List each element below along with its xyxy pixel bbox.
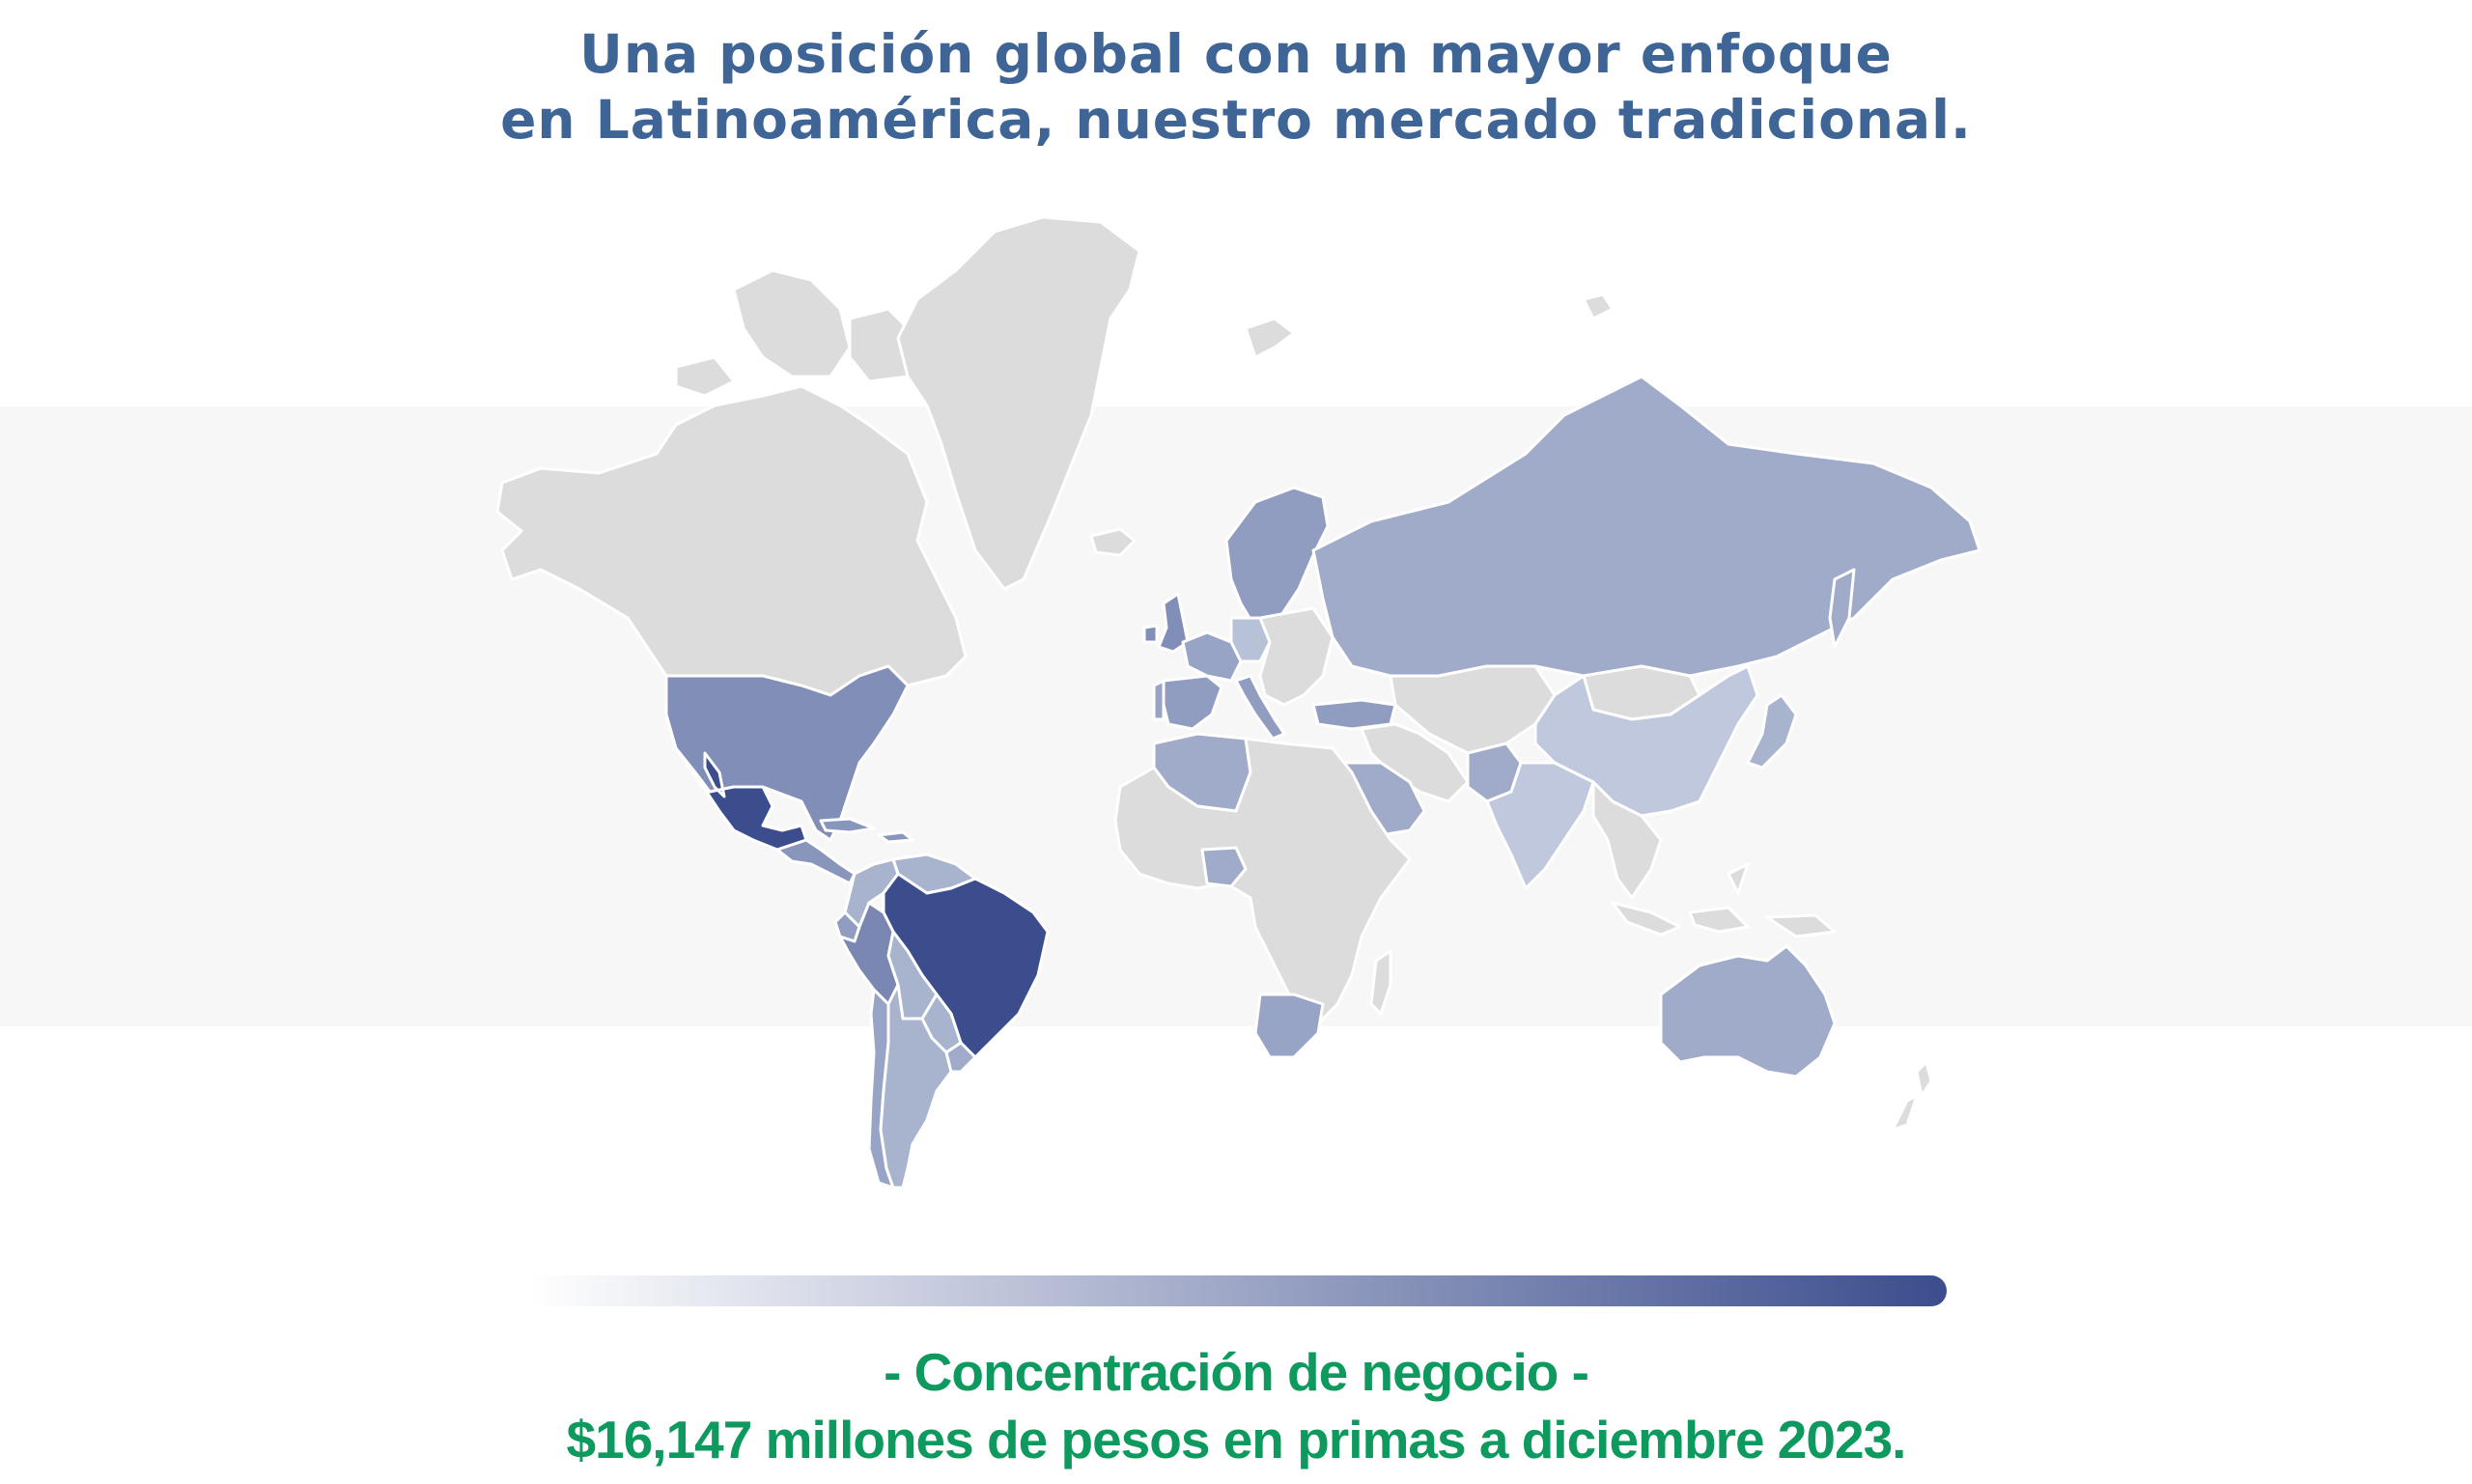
region-australia xyxy=(1659,944,1837,1078)
region-mexico xyxy=(674,746,808,852)
region-south-africa xyxy=(1253,993,1325,1059)
caption-line-2: $16,147 millones de pesos en primas a di… xyxy=(566,1410,1907,1470)
region-russia xyxy=(1311,375,1981,678)
region-new-zealand xyxy=(1891,1060,1933,1132)
region-madagascar xyxy=(1369,949,1392,1016)
background-band xyxy=(0,406,2472,1026)
region-africa xyxy=(1113,737,1412,1025)
region-svalbard xyxy=(1244,293,1615,359)
region-nigeria xyxy=(1200,846,1248,888)
region-portugal xyxy=(1152,679,1166,721)
region-argentina xyxy=(879,983,953,1190)
title-line-2: en Latinoamérica, nuestro mercado tradic… xyxy=(500,89,1972,151)
region-canada xyxy=(495,384,968,697)
region-uruguay xyxy=(944,1041,977,1074)
region-caribbean xyxy=(819,817,914,844)
region-united-kingdom xyxy=(1142,592,1190,654)
region-southeast-asia xyxy=(1591,780,1663,900)
scale-gradient-bar xyxy=(529,1275,1947,1306)
region-greenland xyxy=(896,215,1141,591)
world-map xyxy=(495,215,1981,1190)
region-india xyxy=(1485,761,1595,890)
region-france xyxy=(1181,630,1243,683)
page-title: Una posición global con un mayor enfoque… xyxy=(0,21,2472,153)
region-spain xyxy=(1162,674,1223,731)
region-central-america xyxy=(775,838,857,885)
caption-line-1: - Concentración de negocio - xyxy=(884,1342,1589,1402)
region-italy xyxy=(1234,674,1286,741)
region-united-states xyxy=(664,664,910,842)
region-scandinavia xyxy=(1224,486,1330,630)
region-indonesia xyxy=(1611,862,1837,938)
region-colombia xyxy=(843,857,900,929)
region-iceland xyxy=(1089,527,1137,557)
title-line-1: Una posición global con un mayor enfoque xyxy=(579,23,1893,85)
region-kamchatka-sakhalin xyxy=(1828,568,1856,649)
region-canada-arctic xyxy=(674,268,919,398)
caption: - Concentración de negocio - $16,147 mil… xyxy=(0,1338,2472,1473)
region-eastern-europe xyxy=(1258,606,1334,707)
region-japan xyxy=(1746,693,1798,770)
